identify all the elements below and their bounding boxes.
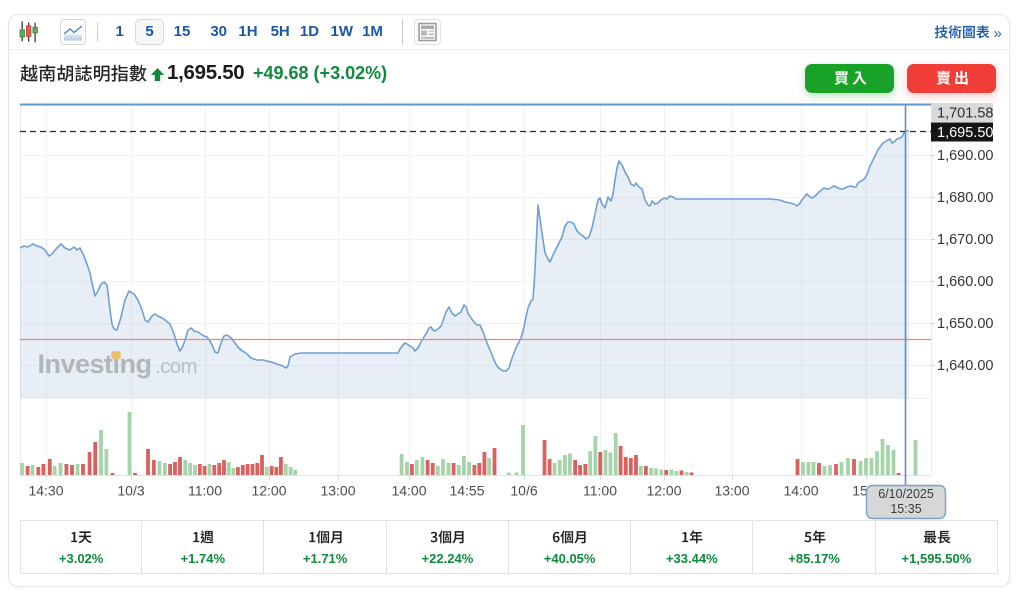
- svg-text:1,701.58: 1,701.58: [937, 106, 993, 122]
- svg-text:11:00: 11:00: [583, 483, 617, 499]
- svg-text:1,640.00: 1,640.00: [937, 358, 993, 374]
- svg-text:14:55: 14:55: [449, 483, 484, 499]
- svg-text:14:00: 14:00: [783, 483, 818, 499]
- svg-text:1,670.00: 1,670.00: [937, 232, 993, 248]
- svg-text:13:00: 13:00: [320, 483, 355, 499]
- svg-text:14:00: 14:00: [391, 483, 426, 499]
- svg-text:1,650.00: 1,650.00: [937, 316, 993, 332]
- svg-text:15:35: 15:35: [890, 502, 921, 516]
- svg-text:6/10/2025: 6/10/2025: [878, 487, 934, 501]
- svg-text:10/6: 10/6: [510, 483, 537, 499]
- svg-text:14:30: 14:30: [28, 483, 63, 499]
- svg-text:Investing: Investing: [38, 349, 152, 379]
- svg-text:1,680.00: 1,680.00: [937, 190, 993, 206]
- svg-text:13:00: 13:00: [714, 483, 749, 499]
- svg-text:1,690.00: 1,690.00: [937, 148, 993, 164]
- svg-text:1,660.00: 1,660.00: [937, 274, 993, 290]
- svg-text:10/3: 10/3: [117, 483, 144, 499]
- svg-text:.com: .com: [155, 355, 197, 378]
- svg-text:12:00: 12:00: [646, 483, 681, 499]
- svg-text:11:00: 11:00: [188, 483, 222, 499]
- svg-text:1,695.50: 1,695.50: [937, 125, 993, 141]
- svg-text:12:00: 12:00: [251, 483, 286, 499]
